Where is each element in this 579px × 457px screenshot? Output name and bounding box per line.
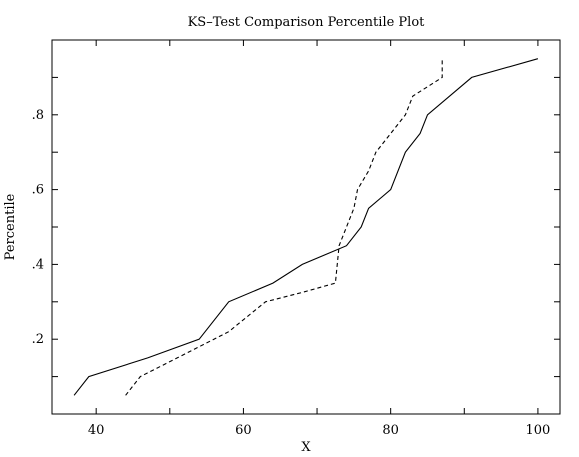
chart-title: KS–Test Comparison Percentile Plot bbox=[188, 15, 426, 30]
series-line-solid bbox=[73, 58, 539, 396]
y-tick-label: .8 bbox=[32, 108, 44, 123]
x-tick-label: 40 bbox=[88, 423, 105, 438]
x-tick-label: 60 bbox=[235, 423, 252, 438]
x-axis-label: X bbox=[301, 440, 311, 455]
series-line-dashed bbox=[125, 58, 443, 396]
axis-tick-labels: 40 60 80 100 .2 .4 .6 .8 bbox=[32, 108, 551, 438]
y-tick-label: .6 bbox=[32, 183, 44, 198]
x-tick-label: 80 bbox=[382, 423, 399, 438]
y-tick-label: .4 bbox=[32, 257, 44, 272]
series-lines bbox=[73, 58, 539, 396]
y-axis-label: Percentile bbox=[3, 193, 18, 260]
y-tick-label: .2 bbox=[32, 332, 44, 347]
plot-frame bbox=[51, 39, 561, 415]
axis-ticks bbox=[52, 40, 560, 414]
x-tick-label: 100 bbox=[525, 423, 550, 438]
